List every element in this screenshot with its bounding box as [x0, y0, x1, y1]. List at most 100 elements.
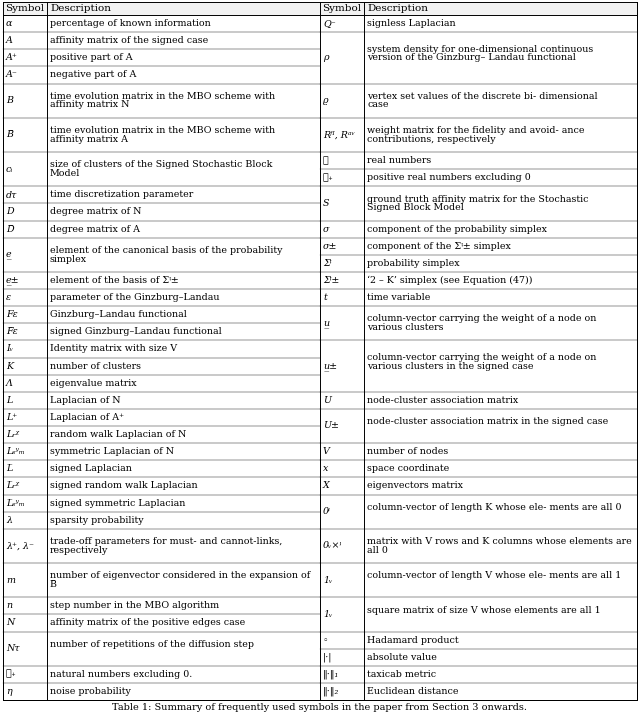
Text: A: A	[6, 36, 13, 45]
Text: Symbol: Symbol	[5, 4, 44, 13]
Text: column-vector carrying the weight of a node on: column-vector carrying the weight of a n…	[367, 353, 596, 362]
Text: component of the probability simplex: component of the probability simplex	[367, 225, 547, 233]
Text: D̅: D̅	[6, 225, 13, 233]
Text: absolute value: absolute value	[367, 653, 437, 662]
Text: ℝ₊: ℝ₊	[323, 173, 333, 182]
Text: step number in the MBO algorithm: step number in the MBO algorithm	[50, 601, 219, 610]
Text: n: n	[6, 601, 12, 610]
Text: signed Ginzburg–Landau functional: signed Ginzburg–Landau functional	[50, 327, 221, 336]
Text: size of clusters of the Signed Stochastic Block: size of clusters of the Signed Stochasti…	[50, 160, 273, 169]
Text: real numbers: real numbers	[367, 156, 431, 165]
Text: positive real numbers excluding 0: positive real numbers excluding 0	[367, 173, 531, 182]
Text: matrix with V rows and K columns whose elements are: matrix with V rows and K columns whose e…	[367, 537, 632, 546]
Text: ‖·‖₁: ‖·‖₁	[323, 670, 339, 679]
Text: t: t	[323, 293, 327, 302]
Text: various clusters: various clusters	[367, 323, 444, 332]
Text: σ±: σ±	[323, 242, 337, 251]
Text: Q⁻: Q⁻	[323, 19, 336, 28]
Text: space coordinate: space coordinate	[367, 465, 449, 473]
Text: signed random walk Laplacian: signed random walk Laplacian	[50, 482, 198, 490]
Text: Lᵣᵡ: Lᵣᵡ	[6, 430, 19, 439]
Text: contributions, respectively: contributions, respectively	[367, 135, 495, 144]
Text: ‖·‖₂: ‖·‖₂	[323, 686, 339, 696]
Text: signed Laplacian: signed Laplacian	[50, 465, 132, 473]
Text: Fε: Fε	[6, 310, 18, 320]
Text: natural numbers excluding 0.: natural numbers excluding 0.	[50, 670, 192, 679]
Text: L⁺: L⁺	[6, 413, 17, 422]
Text: x: x	[323, 465, 328, 473]
Text: Model: Model	[50, 169, 81, 178]
Text: column-vector of length V whose ele- ments are all 1: column-vector of length V whose ele- men…	[367, 572, 621, 580]
Text: affinity matrix A: affinity matrix A	[50, 135, 128, 144]
Text: node-cluster association matrix in the signed case: node-cluster association matrix in the s…	[367, 417, 608, 426]
Text: ground truth affinity matrix for the Stochastic: ground truth affinity matrix for the Sto…	[367, 195, 589, 203]
Text: λ: λ	[6, 516, 12, 525]
Text: m: m	[6, 576, 15, 584]
Text: Rᶠᴵ, Rᵃᵛ: Rᶠᴵ, Rᵃᵛ	[323, 131, 355, 139]
Text: dτ: dτ	[6, 190, 17, 200]
Text: column-vector carrying the weight of a node on: column-vector carrying the weight of a n…	[367, 314, 596, 323]
Text: B: B	[6, 96, 13, 105]
Text: X: X	[323, 482, 330, 490]
Text: |·|: |·|	[323, 653, 333, 662]
Text: Hadamard product: Hadamard product	[367, 635, 459, 645]
Text: noise probability: noise probability	[50, 687, 131, 696]
Text: probability simplex: probability simplex	[367, 258, 460, 268]
Text: cᵢ: cᵢ	[6, 164, 13, 174]
Text: various clusters in the signed case: various clusters in the signed case	[367, 362, 534, 370]
Text: time evolution matrix in the MBO scheme with: time evolution matrix in the MBO scheme …	[50, 126, 275, 135]
Text: 1ᵥ: 1ᵥ	[323, 576, 333, 584]
Text: 1ᵥ: 1ᵥ	[323, 610, 333, 619]
Text: percentage of known information: percentage of known information	[50, 19, 211, 28]
Text: 0ᵎ: 0ᵎ	[323, 507, 331, 516]
Text: Lₛʸₘ: Lₛʸₘ	[6, 447, 25, 456]
Text: ρ: ρ	[323, 53, 328, 62]
Text: λ⁺, λ⁻: λ⁺, λ⁻	[6, 541, 34, 551]
Text: S: S	[323, 199, 330, 208]
Text: simplex: simplex	[50, 255, 87, 264]
Text: negative part of A: negative part of A	[50, 70, 136, 80]
Text: Signed Block Model: Signed Block Model	[367, 203, 464, 213]
Text: ε: ε	[6, 293, 11, 302]
Text: Table 1: Summary of frequently used symbols in the paper from Section 3 onwards.: Table 1: Summary of frequently used symb…	[113, 704, 527, 712]
Text: ℝ: ℝ	[323, 156, 329, 165]
Text: e̲±: e̲±	[6, 276, 20, 285]
Text: U±: U±	[323, 421, 339, 431]
Text: L: L	[6, 396, 12, 405]
Text: 0ᵥ×ᵎ: 0ᵥ×ᵎ	[323, 541, 342, 551]
Text: ϱ: ϱ	[323, 96, 328, 105]
Text: column-vector of length K whose ele- ments are all 0: column-vector of length K whose ele- men…	[367, 503, 621, 512]
Text: Laplacian of A⁺: Laplacian of A⁺	[50, 413, 124, 422]
Text: affinity matrix of the signed case: affinity matrix of the signed case	[50, 36, 208, 45]
Text: Σᵎ±: Σᵎ±	[323, 276, 339, 285]
Text: σ: σ	[323, 225, 330, 233]
Text: ◦: ◦	[323, 635, 328, 645]
Text: respectively: respectively	[50, 546, 108, 555]
Text: all 0: all 0	[367, 546, 388, 555]
Text: ℕ₊: ℕ₊	[6, 670, 17, 679]
Text: component of the Σᵎ± simplex: component of the Σᵎ± simplex	[367, 242, 511, 251]
Text: time variable: time variable	[367, 293, 430, 302]
Text: number of nodes: number of nodes	[367, 447, 448, 456]
Text: Description: Description	[367, 4, 428, 13]
Text: element of the basis of Σᵎ±: element of the basis of Σᵎ±	[50, 276, 179, 285]
Text: K: K	[6, 362, 13, 370]
Text: element of the canonical basis of the probability: element of the canonical basis of the pr…	[50, 246, 282, 255]
Text: u̲: u̲	[323, 319, 329, 327]
Text: positive part of A: positive part of A	[50, 53, 132, 62]
Text: symmetric Laplacian of N: symmetric Laplacian of N	[50, 447, 174, 456]
Text: parameter of the Ginzburg–Landau: parameter of the Ginzburg–Landau	[50, 293, 220, 302]
Text: affinity matrix N: affinity matrix N	[50, 101, 129, 109]
Text: Σᵎ: Σᵎ	[323, 258, 332, 268]
Text: vertex set values of the discrete bi- dimensional: vertex set values of the discrete bi- di…	[367, 92, 598, 101]
Text: number of clusters: number of clusters	[50, 362, 141, 370]
Text: A⁺: A⁺	[6, 53, 18, 62]
Text: α: α	[6, 19, 12, 28]
Text: system density for one-dimensional continuous: system density for one-dimensional conti…	[367, 45, 593, 54]
Text: node-cluster association matrix: node-cluster association matrix	[367, 396, 518, 405]
Text: N: N	[6, 618, 14, 628]
Text: Laplacian of N: Laplacian of N	[50, 396, 120, 405]
Text: eigenvectors matrix: eigenvectors matrix	[367, 482, 463, 490]
Text: Symbol: Symbol	[322, 4, 361, 13]
Text: time evolution matrix in the MBO scheme with: time evolution matrix in the MBO scheme …	[50, 92, 275, 101]
